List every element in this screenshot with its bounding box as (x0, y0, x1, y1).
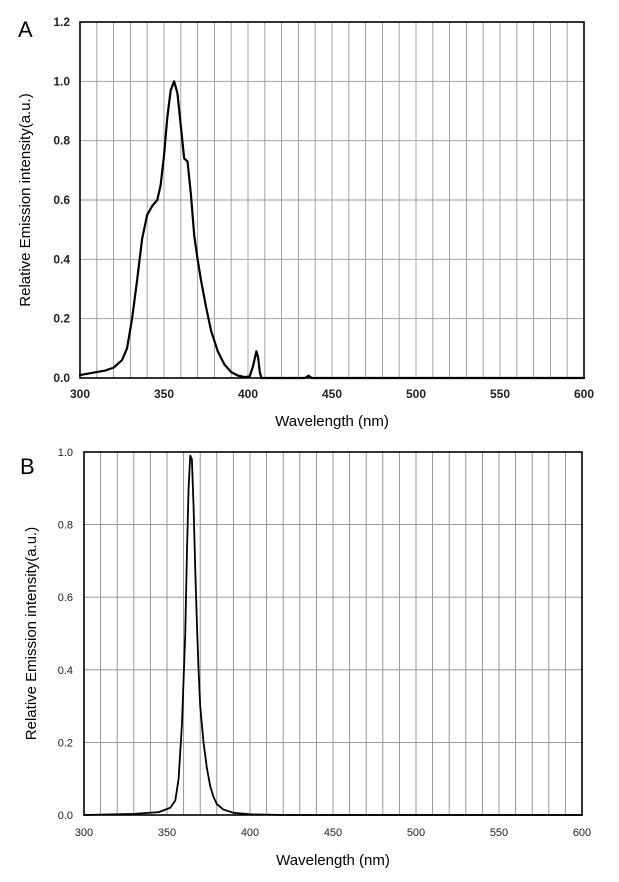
y-tick-label: 1.2 (53, 15, 70, 29)
x-tick-label: 350 (158, 827, 176, 839)
x-axis-title: Wavelength (nm) (276, 852, 390, 869)
y-tick-label: 0.6 (58, 592, 73, 604)
y-tick-label: 1.0 (58, 447, 73, 459)
series-line-emission-b (83, 454, 583, 816)
y-axis-title: Relative Emission intensity(a.u.) (17, 93, 34, 306)
x-tick-label: 550 (490, 827, 508, 839)
y-tick-label: 0.8 (53, 134, 70, 148)
panel-b-letter: B (20, 454, 35, 479)
y-tick-label: 0.0 (53, 371, 70, 385)
y-axis-title: Relative Emission intensity(a.u.) (23, 527, 40, 740)
x-tick-label: 400 (241, 827, 259, 839)
x-tick-label: 600 (574, 387, 594, 401)
panel-a-letter: A (18, 17, 33, 42)
y-tick-label: 0.6 (53, 193, 70, 207)
y-tick-label: 0.0 (58, 810, 73, 822)
x-tick-label: 500 (406, 387, 426, 401)
x-tick-label: 550 (490, 387, 510, 401)
emission-chart-b: 300 350 400 450 500 550 600 0.0 0.2 0.4 0.6 0.8 1.0 W… (23, 447, 591, 869)
y-tick-label: 0.8 (58, 520, 73, 532)
x-tick-label: 450 (324, 827, 342, 839)
x-tick-label: 350 (154, 387, 174, 401)
x-tick-label: 300 (75, 827, 93, 839)
x-tick-label: 500 (407, 827, 425, 839)
y-tick-label: 0.4 (53, 252, 70, 266)
x-tick-label: 450 (322, 387, 342, 401)
y-tick-label: 0.4 (58, 665, 73, 677)
series-line-emission-a (78, 80, 586, 380)
emission-chart-a: 300 350 400 450 500 550 600 0.0 0.2 0.4 0.6 0.8 1.0 1… (17, 15, 594, 430)
y-tick-label: 0.2 (58, 737, 73, 749)
x-axis-title: Wavelength (nm) (275, 413, 389, 430)
y-tick-label: 0.2 (53, 312, 70, 326)
y-tick-label: 1.0 (53, 74, 70, 88)
x-tick-label: 400 (238, 387, 258, 401)
x-tick-label: 600 (573, 827, 591, 839)
x-tick-label: 300 (70, 387, 90, 401)
